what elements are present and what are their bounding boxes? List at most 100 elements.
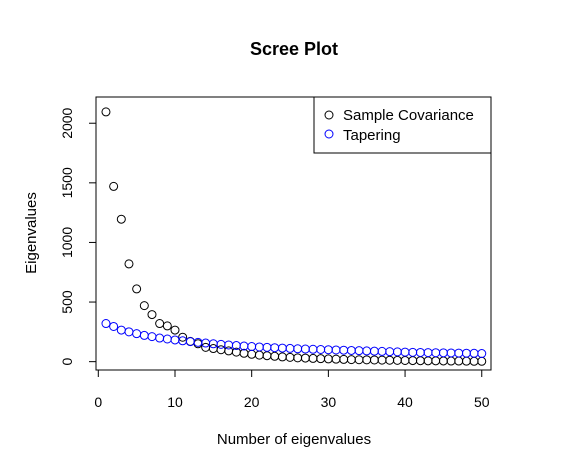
x-tick-label: 0 xyxy=(94,394,102,410)
point-sample-covariance xyxy=(401,356,409,364)
x-tick-label: 10 xyxy=(167,394,183,410)
point-sample-covariance xyxy=(156,320,164,328)
point-tapering xyxy=(301,345,309,353)
point-tapering xyxy=(455,349,463,357)
point-tapering xyxy=(393,348,401,356)
x-tick-label: 50 xyxy=(474,394,490,410)
point-tapering xyxy=(148,333,156,341)
point-tapering xyxy=(340,346,348,354)
legend-label-tapering: Tapering xyxy=(343,127,401,144)
point-sample-covariance xyxy=(324,355,332,363)
point-tapering xyxy=(462,349,470,357)
point-sample-covariance xyxy=(370,356,378,364)
point-tapering xyxy=(470,349,478,357)
point-tapering xyxy=(424,349,432,357)
legend: Sample Covariance Tapering xyxy=(314,97,491,153)
point-sample-covariance xyxy=(140,302,148,310)
point-tapering xyxy=(102,320,110,328)
point-sample-covariance xyxy=(447,357,455,365)
point-tapering xyxy=(125,328,133,336)
point-tapering xyxy=(140,331,148,339)
point-tapering xyxy=(447,349,455,357)
point-tapering xyxy=(171,336,179,344)
x-tick-label: 20 xyxy=(244,394,260,410)
point-tapering xyxy=(163,335,171,343)
chart-title: Scree Plot xyxy=(250,39,338,59)
point-sample-covariance xyxy=(355,356,363,364)
x-tick-label: 40 xyxy=(397,394,413,410)
x-axis: 0 10 20 30 40 50 xyxy=(94,370,489,410)
point-tapering xyxy=(370,347,378,355)
point-sample-covariance xyxy=(125,260,133,268)
point-tapering xyxy=(439,349,447,357)
y-tick-label: 1000 xyxy=(59,227,75,258)
point-sample-covariance xyxy=(347,356,355,364)
x-tick-label: 30 xyxy=(321,394,337,410)
point-sample-covariance xyxy=(148,311,156,319)
point-sample-covariance xyxy=(286,353,294,361)
point-sample-covariance xyxy=(248,350,256,358)
point-sample-covariance xyxy=(470,357,478,365)
y-tick-label: 2000 xyxy=(59,107,75,138)
point-sample-covariance xyxy=(332,355,340,363)
point-tapering xyxy=(416,348,424,356)
point-tapering xyxy=(263,343,271,351)
point-sample-covariance xyxy=(439,357,447,365)
point-sample-covariance xyxy=(110,182,118,190)
point-tapering xyxy=(286,344,294,352)
y-axis-label: Eigenvalues xyxy=(23,192,40,274)
y-tick-label: 500 xyxy=(59,290,75,314)
y-axis: 0 500 1000 1500 2000 xyxy=(59,107,96,365)
point-sample-covariance xyxy=(455,357,463,365)
point-tapering xyxy=(156,334,164,342)
point-tapering xyxy=(255,343,263,351)
point-tapering xyxy=(347,346,355,354)
point-sample-covariance xyxy=(133,285,141,293)
point-tapering xyxy=(278,344,286,352)
point-sample-covariance xyxy=(171,326,179,334)
point-sample-covariance xyxy=(478,357,486,365)
point-tapering xyxy=(324,346,332,354)
point-tapering xyxy=(409,348,417,356)
point-sample-covariance xyxy=(102,108,110,116)
point-sample-covariance xyxy=(271,352,279,360)
point-sample-covariance xyxy=(301,354,309,362)
point-sample-covariance xyxy=(294,354,302,362)
point-tapering xyxy=(117,326,125,334)
point-tapering xyxy=(294,345,302,353)
point-tapering xyxy=(355,347,363,355)
point-sample-covariance xyxy=(432,357,440,365)
y-tick-label: 0 xyxy=(59,358,75,366)
point-sample-covariance xyxy=(424,357,432,365)
point-tapering xyxy=(209,340,217,348)
point-tapering xyxy=(271,344,279,352)
point-sample-covariance xyxy=(317,355,325,363)
point-tapering xyxy=(478,350,486,358)
point-tapering xyxy=(186,338,194,346)
x-axis-label: Number of eigenvalues xyxy=(217,431,371,448)
point-sample-covariance xyxy=(117,215,125,223)
point-sample-covariance xyxy=(163,322,171,330)
point-tapering xyxy=(378,347,386,355)
point-tapering xyxy=(332,346,340,354)
point-sample-covariance xyxy=(393,356,401,364)
point-sample-covariance xyxy=(409,357,417,365)
point-tapering xyxy=(432,349,440,357)
y-tick-label: 1500 xyxy=(59,167,75,198)
point-tapering xyxy=(363,347,371,355)
point-sample-covariance xyxy=(386,356,394,364)
point-sample-covariance xyxy=(462,357,470,365)
point-sample-covariance xyxy=(278,353,286,361)
point-tapering xyxy=(248,343,256,351)
point-tapering xyxy=(217,340,225,348)
point-sample-covariance xyxy=(209,345,217,353)
point-tapering xyxy=(309,345,317,353)
point-sample-covariance xyxy=(309,354,317,362)
point-sample-covariance xyxy=(416,357,424,365)
legend-label-sample-covariance: Sample Covariance xyxy=(343,107,474,124)
point-sample-covariance xyxy=(255,351,263,359)
point-sample-covariance xyxy=(378,356,386,364)
point-tapering xyxy=(225,341,233,349)
point-tapering xyxy=(401,348,409,356)
